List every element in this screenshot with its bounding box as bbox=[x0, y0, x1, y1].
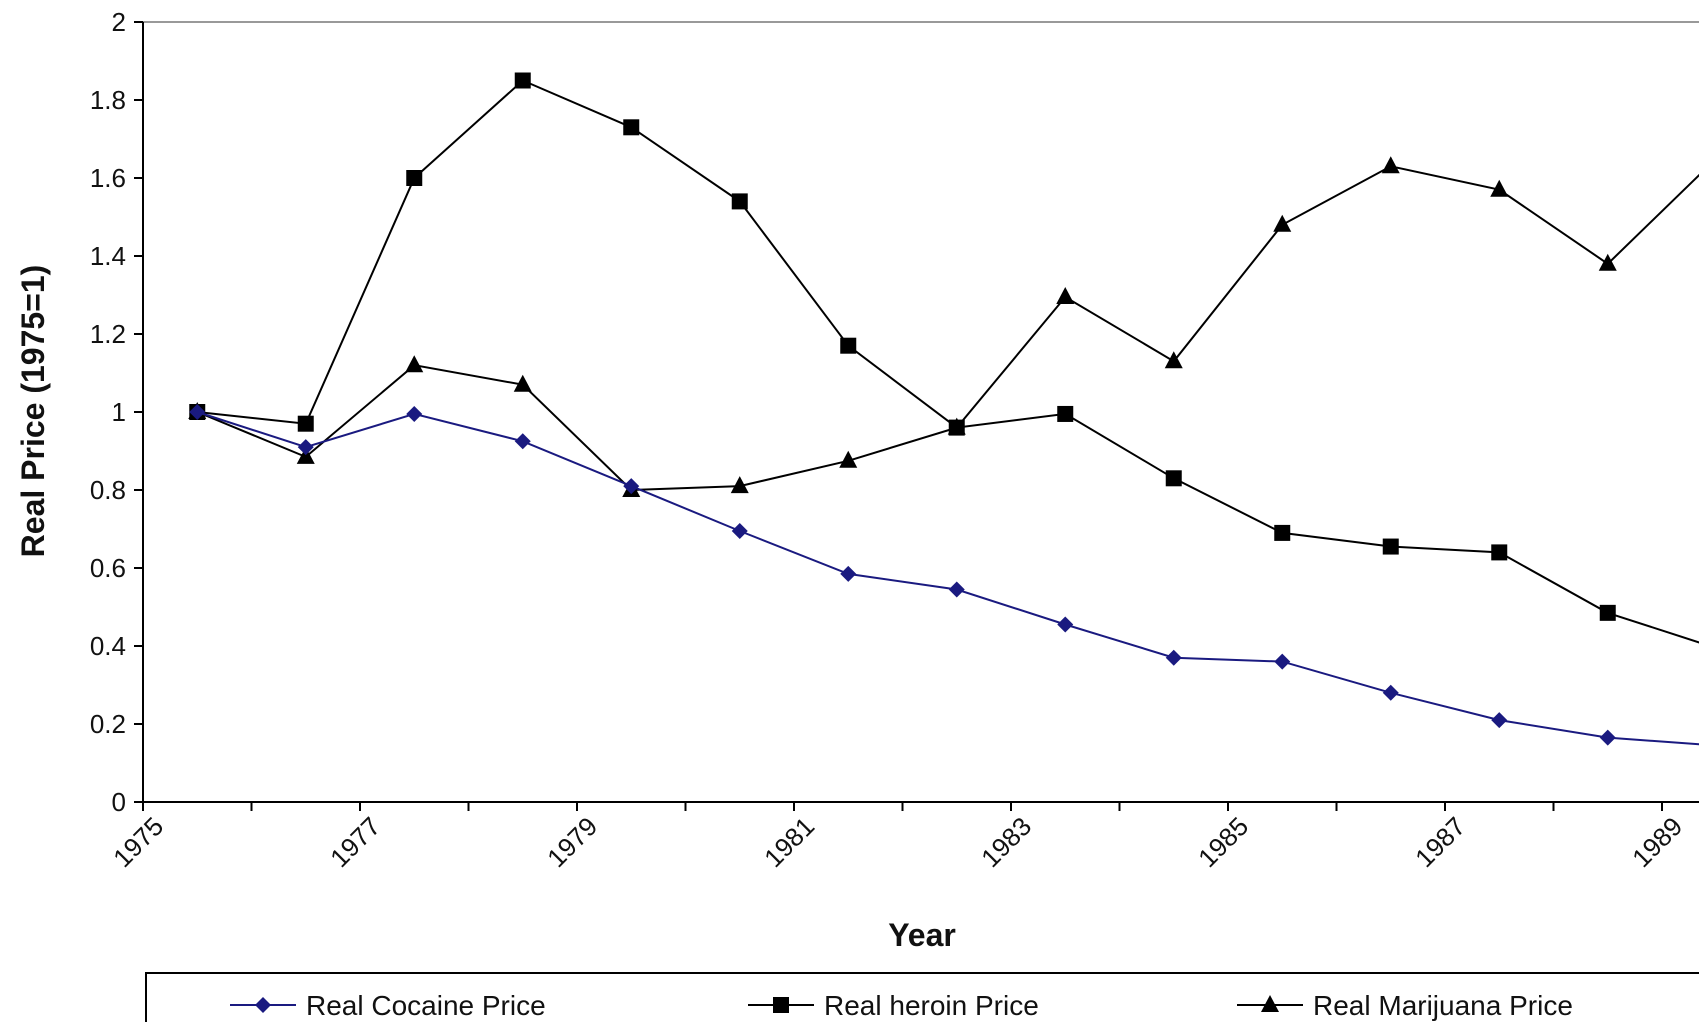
y-tick-label: 1.8 bbox=[90, 85, 126, 115]
x-tick-label: 1987 bbox=[1409, 811, 1471, 873]
legend-item-real-cocaine-price: Real Cocaine Price bbox=[230, 990, 546, 1021]
data-point bbox=[1491, 544, 1508, 561]
x-tick-label: 1975 bbox=[107, 811, 169, 873]
data-point bbox=[1165, 470, 1182, 487]
series-layer bbox=[188, 72, 1699, 746]
data-point bbox=[623, 119, 640, 136]
data-point bbox=[948, 581, 965, 598]
x-tick-label: 1977 bbox=[324, 811, 386, 873]
x-tick-label: 1989 bbox=[1626, 811, 1688, 873]
data-point bbox=[406, 405, 423, 422]
series-real-marijuana-price bbox=[188, 156, 1699, 497]
legend-marker bbox=[773, 997, 789, 1013]
y-axis-title: Real Price (1975=1) bbox=[15, 265, 51, 558]
y-tick-label: 1.2 bbox=[90, 319, 126, 349]
x-tick-label: 1979 bbox=[541, 811, 603, 873]
series-real-cocaine-price bbox=[189, 404, 1699, 746]
data-point bbox=[623, 478, 640, 495]
y-tick-label: 2 bbox=[112, 7, 126, 37]
series-line bbox=[197, 79, 1699, 644]
y-tick-label: 1.4 bbox=[90, 241, 126, 271]
x-tick-label: 1985 bbox=[1192, 811, 1254, 873]
data-point bbox=[297, 415, 314, 432]
x-tick-label: 1981 bbox=[758, 811, 820, 873]
data-point bbox=[948, 419, 965, 436]
x-tick-label: 1983 bbox=[975, 811, 1037, 873]
data-point bbox=[1382, 538, 1399, 555]
series-real-heroin-price bbox=[189, 72, 1699, 644]
data-point bbox=[513, 374, 532, 392]
data-point bbox=[1598, 253, 1617, 271]
data-point bbox=[731, 193, 748, 210]
data-point bbox=[730, 476, 749, 494]
data-point bbox=[1056, 286, 1075, 304]
series-line bbox=[196, 411, 1699, 746]
data-point bbox=[840, 565, 857, 582]
data-point bbox=[1057, 616, 1074, 633]
data-point bbox=[405, 355, 424, 373]
legend-box bbox=[145, 972, 1699, 1027]
data-point bbox=[1165, 649, 1182, 666]
data-point bbox=[840, 337, 857, 354]
data-point bbox=[514, 72, 531, 89]
data-point bbox=[1599, 729, 1616, 746]
data-point bbox=[1491, 712, 1508, 729]
y-tick-label: 0.8 bbox=[90, 475, 126, 505]
legend: Real Cocaine Price Real heroin Price Real … bbox=[145, 972, 1699, 1027]
data-point bbox=[1490, 179, 1509, 197]
data-point bbox=[1381, 156, 1400, 174]
y-tick-label: 0.6 bbox=[90, 553, 126, 583]
data-point bbox=[1164, 351, 1183, 369]
data-point bbox=[1599, 604, 1616, 621]
data-point bbox=[839, 450, 858, 468]
data-point bbox=[1273, 214, 1292, 232]
y-tick-label: 1 bbox=[112, 397, 126, 427]
data-point bbox=[1382, 684, 1399, 701]
data-point bbox=[1274, 653, 1291, 670]
y-tick-label: 1.6 bbox=[90, 163, 126, 193]
x-axis-title: Year bbox=[888, 917, 956, 953]
legend-label: Real Cocaine Price bbox=[306, 990, 546, 1021]
y-tick-label: 0.4 bbox=[90, 631, 126, 661]
data-point bbox=[731, 522, 748, 539]
y-tick-label: 0.2 bbox=[90, 709, 126, 739]
data-point bbox=[189, 404, 206, 420]
legend-item-real-heroin-price: Real heroin Price bbox=[748, 990, 1039, 1021]
data-point bbox=[296, 446, 315, 464]
legend-label: Real Marijuana Price bbox=[1313, 990, 1573, 1021]
y-tick-label: 0 bbox=[112, 787, 126, 817]
data-point bbox=[1274, 524, 1291, 541]
legend-label: Real heroin Price bbox=[824, 990, 1039, 1021]
legend-marker bbox=[1261, 995, 1279, 1012]
data-point bbox=[1057, 405, 1074, 422]
data-point bbox=[297, 439, 314, 456]
data-point bbox=[514, 433, 531, 450]
series-line bbox=[196, 165, 1699, 492]
data-point bbox=[406, 170, 423, 186]
legend-marker bbox=[255, 997, 271, 1013]
legend-item-real-marijuana-price: Real Marijuana Price bbox=[1237, 990, 1573, 1021]
